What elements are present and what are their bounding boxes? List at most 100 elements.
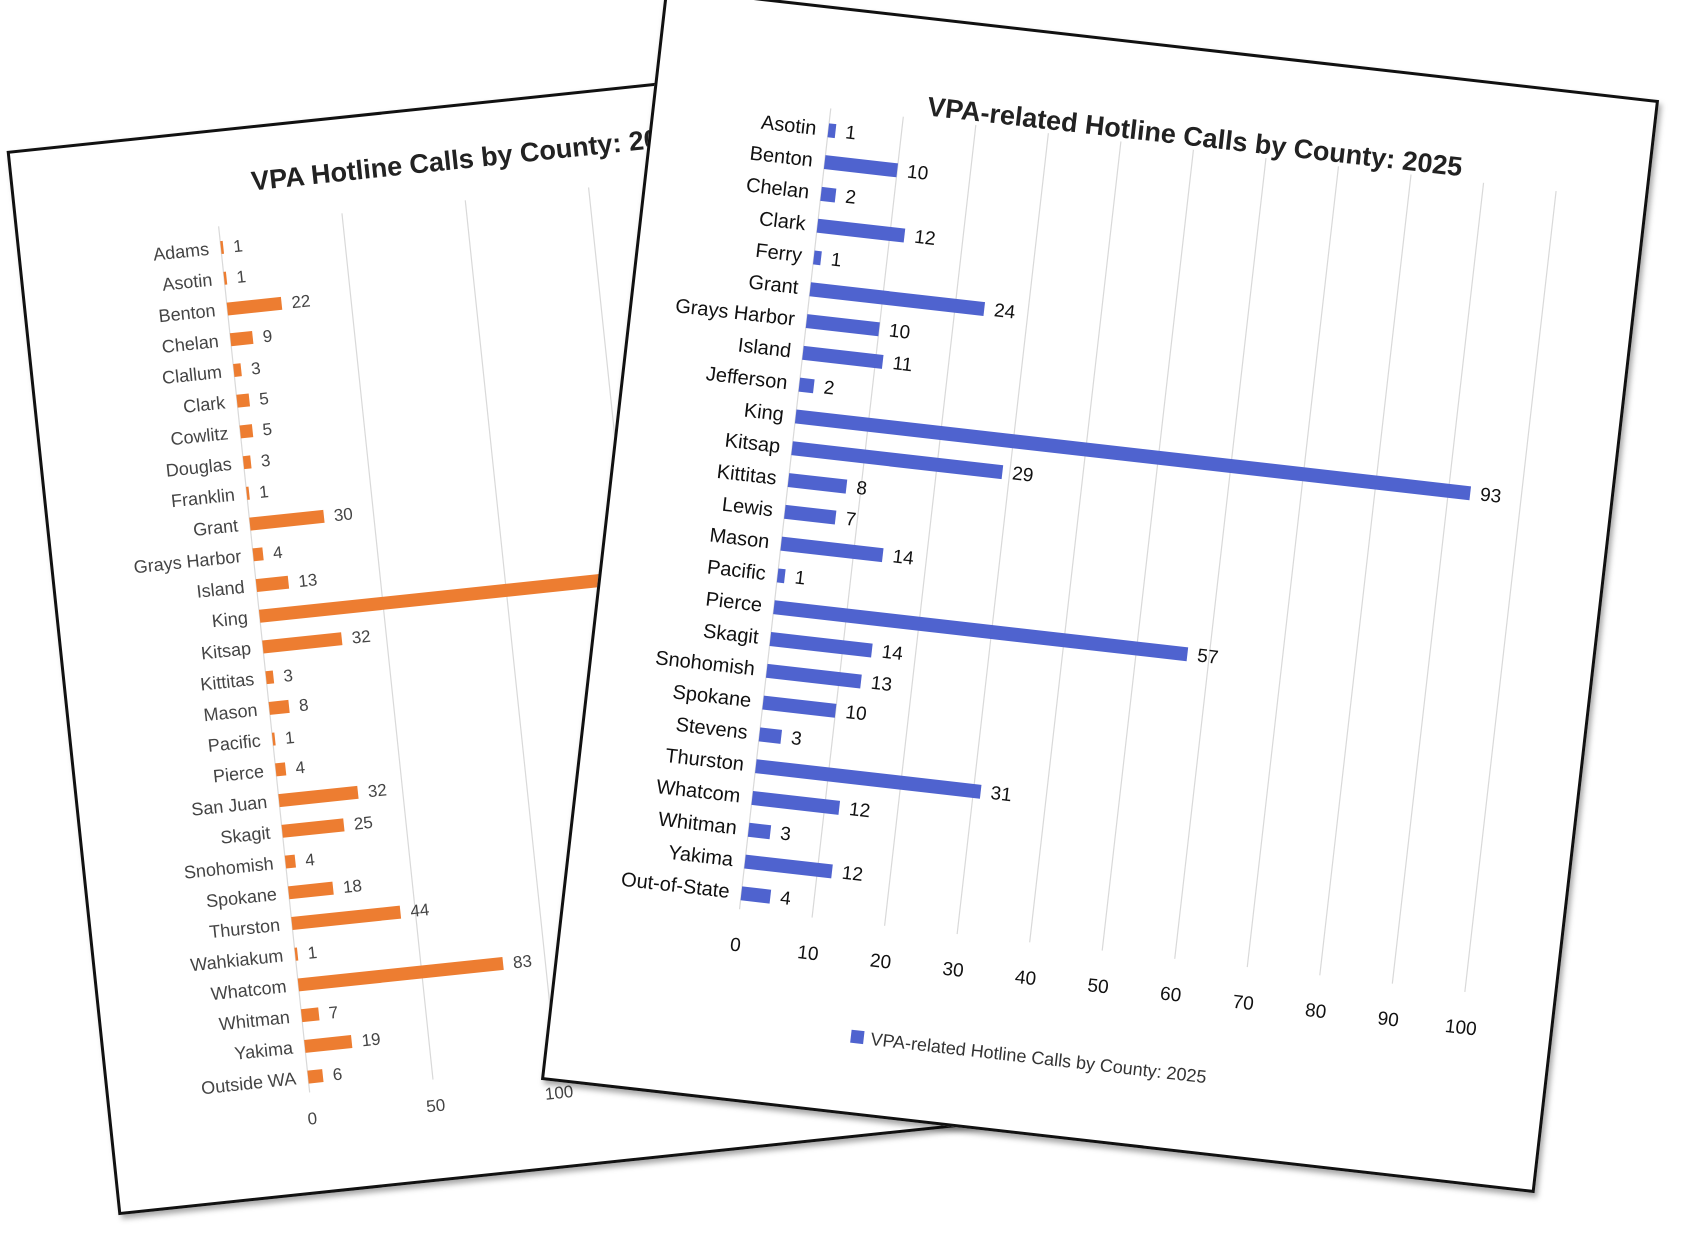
bar	[805, 314, 880, 337]
bar	[246, 486, 250, 500]
x-tick-label: 20	[869, 950, 892, 973]
bar	[765, 663, 862, 689]
value-label: 83	[512, 951, 533, 972]
category-label: Clark	[758, 208, 808, 235]
bar	[751, 791, 841, 815]
category-label: Grant	[192, 515, 239, 540]
value-label: 9	[262, 326, 273, 346]
category-label: Yakima	[233, 1038, 294, 1064]
value-label: 3	[250, 359, 261, 379]
value-label: 1	[830, 249, 843, 271]
category-label: Chelan	[161, 331, 220, 357]
gridline	[1029, 141, 1122, 943]
value-label: 1	[794, 567, 807, 589]
gridline	[884, 124, 977, 926]
value-label: 44	[409, 900, 430, 921]
x-tick-label: 100	[1444, 1016, 1478, 1040]
category-label: Island	[737, 335, 793, 363]
bar	[287, 881, 334, 900]
category-label: Mason	[708, 525, 770, 554]
bar	[813, 250, 822, 266]
value-label: 10	[888, 321, 911, 344]
category-label: Thurston	[208, 915, 281, 942]
value-label: 5	[258, 389, 269, 409]
value-label: 31	[989, 783, 1012, 806]
gridline	[956, 133, 1049, 935]
bar	[304, 1035, 353, 1053]
category-label: Mason	[203, 700, 259, 726]
value-label: 24	[993, 300, 1017, 323]
bar	[278, 785, 359, 808]
bar	[275, 762, 287, 777]
bar	[242, 455, 252, 470]
category-label: Lewis	[721, 494, 774, 522]
value-label: 4	[304, 850, 315, 870]
value-label: 14	[891, 546, 915, 569]
value-label: 14	[881, 642, 905, 665]
bar	[827, 123, 837, 139]
bar	[823, 155, 898, 178]
category-label: Franklin	[170, 485, 236, 512]
chart-2025-bars	[740, 123, 1472, 904]
chart-2025-x-ticks: 0 10 20 30 40 50 60 70 80 90 100	[729, 934, 1478, 1040]
category-label: Asotin	[161, 270, 213, 295]
x-tick-label: 80	[1304, 1000, 1327, 1023]
legend-label: VPA-related Hotline Calls by County: 202…	[870, 1029, 1208, 1087]
bar	[798, 377, 815, 394]
value-label: 5	[262, 420, 273, 440]
bar	[268, 699, 290, 715]
value-label: 3	[260, 451, 271, 471]
value-label: 1	[232, 236, 243, 256]
chart-2025-title: VPA-related Hotline Calls by County: 202…	[926, 91, 1464, 182]
x-tick-label: 50	[1086, 975, 1109, 998]
category-label: Asotin	[760, 112, 818, 140]
gridline	[811, 116, 904, 918]
value-label: 13	[297, 570, 318, 591]
category-label: Cowlitz	[170, 423, 230, 449]
value-label: 7	[844, 509, 857, 531]
category-label: Clark	[182, 392, 227, 416]
gridline	[1391, 182, 1485, 984]
category-label: Stevens	[674, 714, 748, 744]
bar	[780, 536, 884, 563]
value-label: 7	[328, 1003, 339, 1023]
bar	[249, 509, 325, 531]
bar	[284, 854, 296, 869]
category-label: Grays Harbor	[674, 295, 796, 330]
bar	[784, 504, 837, 525]
value-label: 8	[855, 478, 868, 500]
bar	[265, 670, 275, 685]
category-label: Clallum	[161, 362, 223, 388]
bar	[239, 424, 254, 439]
bar	[755, 759, 982, 799]
category-label: Yakima	[667, 842, 735, 871]
value-label: 10	[906, 162, 929, 185]
value-label: 10	[844, 702, 867, 725]
category-label: Skagit	[702, 620, 760, 648]
bar	[802, 345, 884, 369]
value-label: 11	[891, 353, 913, 376]
value-label: 19	[361, 1030, 382, 1051]
bar	[229, 330, 254, 347]
bar	[294, 947, 299, 961]
bar	[271, 732, 276, 746]
value-label: 2	[844, 187, 857, 209]
value-label: 1	[258, 482, 269, 502]
value-label: 30	[333, 504, 354, 525]
value-label: 25	[353, 813, 374, 834]
value-label: 3	[790, 728, 803, 750]
bar	[233, 363, 242, 377]
bar	[300, 1007, 320, 1023]
value-label: 3	[779, 823, 792, 845]
chart-2025-sheet: VPA-related Hotline Calls by County: 202…	[540, 0, 1660, 1194]
bar	[220, 240, 225, 255]
bar	[776, 568, 786, 584]
category-label: Grant	[747, 271, 800, 299]
category-label: Benton	[158, 300, 217, 326]
value-label: 22	[291, 291, 312, 312]
value-label: 12	[913, 227, 936, 250]
category-label: San Juan	[190, 792, 268, 820]
value-label: 93	[1479, 484, 1502, 507]
bar	[307, 1069, 324, 1084]
bar	[281, 818, 345, 838]
